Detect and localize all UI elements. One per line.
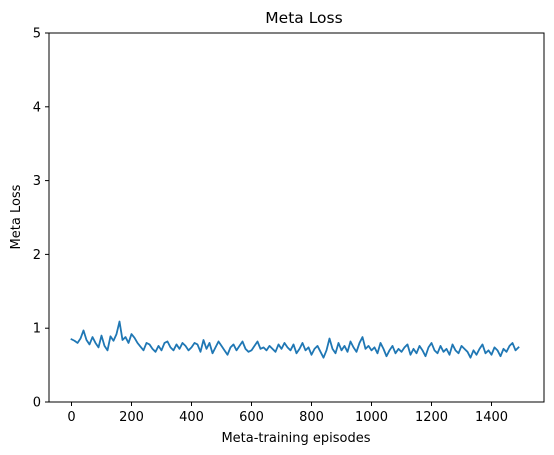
y-tick-label: 3 (33, 174, 41, 189)
x-axis-label: Meta-training episodes (221, 431, 370, 446)
x-tick-label: 0 (67, 410, 75, 425)
x-tick-label: 400 (179, 410, 204, 425)
x-tick-label: 600 (239, 410, 264, 425)
plot-frame (48, 32, 545, 403)
y-tick-label: 5 (33, 27, 41, 42)
x-tick-label: 200 (119, 410, 144, 425)
series-layer (70, 320, 520, 359)
y-axis-label: Meta Loss (9, 184, 24, 249)
y-tick-label: 2 (33, 248, 41, 263)
y-axis: 0 1 2 3 4 5 (33, 27, 49, 411)
x-axis: 0 200 400 600 800 1000 1200 1400 (67, 402, 508, 425)
x-tick-label: 1000 (355, 410, 388, 425)
x-tick-label: 800 (299, 410, 324, 425)
x-tick-label: 1200 (415, 410, 448, 425)
y-tick-label: 0 (33, 396, 41, 411)
y-tick-label: 4 (33, 100, 41, 115)
x-tick-label: 1400 (475, 410, 508, 425)
series-line-0 (70, 320, 520, 359)
chart-title: Meta Loss (265, 9, 342, 27)
y-tick-label: 1 (33, 322, 41, 337)
